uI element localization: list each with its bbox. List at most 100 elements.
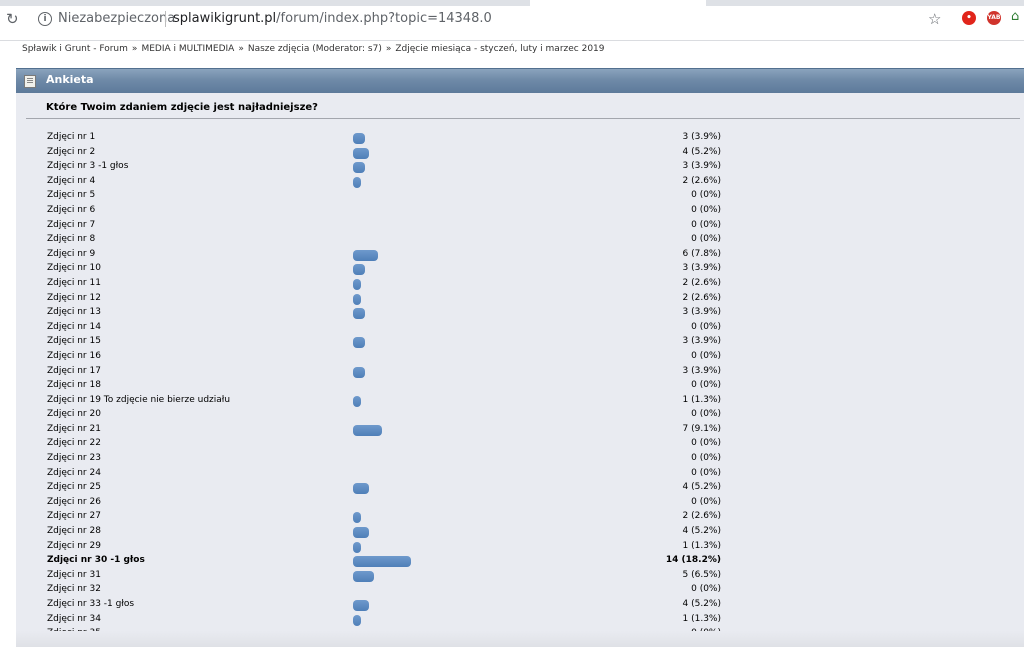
browser-toolbar: ↻ i Niezabezpieczona splawikigrunt.pl/fo… xyxy=(0,0,1024,41)
extension-house-icon[interactable]: ⌂ xyxy=(1011,9,1020,24)
poll-option-row: Zdjęci nr 23 0 (0%) xyxy=(16,452,1024,467)
poll-option-row: Zdjęci nr 18 0 (0%) xyxy=(16,379,1024,394)
poll-option-count: 1 (1.3%) xyxy=(682,613,721,624)
poll-option-count: 0 (0%) xyxy=(691,584,721,595)
poll-option-label: Zdjęci nr 6 xyxy=(47,204,96,215)
poll-result-bar xyxy=(353,264,365,276)
poll-option-label: Zdjęci nr 27 xyxy=(47,511,101,522)
poll-option-label: Zdjęci nr 1 xyxy=(47,132,96,142)
breadcrumb-forum[interactable]: Spławik i Grunt - Forum xyxy=(22,44,128,54)
poll-result-bar xyxy=(353,527,369,539)
poll-option-label: Zdjęci nr 18 xyxy=(47,380,101,391)
breadcrumb-topic[interactable]: Zdjęcie miesiąca - styczeń, luty i marze… xyxy=(395,44,605,54)
poll-result-bar xyxy=(353,162,365,174)
poll-header-title: Ankieta xyxy=(46,73,94,86)
poll-option-row: Zdjęci nr 13 3 (3.9%) xyxy=(16,306,1024,321)
poll-option-count: 4 (5.2%) xyxy=(682,526,721,537)
poll-option-label: Zdjęci nr 10 xyxy=(47,263,101,274)
poll-option-row: Zdjęci nr 12 2 (2.6%) xyxy=(16,292,1024,307)
poll-option-row: Zdjęci nr 29 1 (1.3%) xyxy=(16,540,1024,555)
panel-bottom-shade xyxy=(16,631,1024,647)
poll-option-row: Zdjęci nr 33 -1 głos 4 (5.2%) xyxy=(16,598,1024,613)
poll-option-row: Zdjęci nr 1 3 (3.9%) xyxy=(16,131,1024,146)
poll-option-row: Zdjęci nr 34 1 (1.3%) xyxy=(16,613,1024,628)
active-tab-edge[interactable] xyxy=(530,0,706,6)
poll-option-count: 2 (2.6%) xyxy=(682,292,721,303)
poll-option-label: Zdjęci nr 13 xyxy=(47,307,101,318)
poll-option-row: Zdjęci nr 28 4 (5.2%) xyxy=(16,525,1024,540)
poll-option-label: Zdjęci nr 29 xyxy=(47,540,101,551)
poll-result-bar xyxy=(353,366,365,378)
poll-result-bar xyxy=(353,293,361,305)
poll-option-row: Zdjęci nr 11 2 (2.6%) xyxy=(16,277,1024,292)
extension-shield-icon[interactable]: • xyxy=(962,11,976,25)
poll-option-label: Zdjęci nr 5 xyxy=(47,190,96,201)
question-divider xyxy=(26,118,1020,119)
poll-option-label: Zdjęci nr 26 xyxy=(47,496,101,507)
poll-option-count: 2 (2.6%) xyxy=(682,277,721,288)
poll-question: Które Twoim zdaniem zdjęcie jest najładn… xyxy=(46,102,318,113)
breadcrumb-board[interactable]: Nasze zdjęcia (Moderator: s7) xyxy=(247,44,382,54)
poll-option-label: Zdjęci nr 24 xyxy=(47,467,101,478)
poll-result-bar xyxy=(353,424,382,436)
poll-option-count: 4 (5.2%) xyxy=(682,482,721,493)
poll-option-count: 14 (18.2%) xyxy=(665,555,721,566)
poll-option-label: Zdjęci nr 11 xyxy=(47,277,101,288)
poll-option-count: 3 (3.9%) xyxy=(682,336,721,347)
poll-option-label: Zdjęci nr 33 -1 głos xyxy=(47,599,135,609)
url-host: splawikigrunt.pl xyxy=(173,11,277,26)
poll-option-count: 3 (3.9%) xyxy=(682,263,721,274)
poll-option-label: Zdjęci nr 3 -1 głos xyxy=(47,161,129,172)
poll-option-row: Zdjęci nr 27 2 (2.6%) xyxy=(16,510,1024,525)
poll-option-row: Zdjęci nr 8 0 (0%) xyxy=(16,233,1024,248)
url-path: /forum/index.php?topic=14348.0 xyxy=(276,11,492,26)
extension-yab-icon[interactable]: YAB xyxy=(987,11,1001,25)
poll-option-count: 1 (1.3%) xyxy=(682,540,721,551)
poll-option-row: Zdjęci nr 32 0 (0%) xyxy=(16,583,1024,598)
poll-option-row: Zdjęci nr 6 0 (0%) xyxy=(16,204,1024,219)
poll-option-count: 0 (0%) xyxy=(691,467,721,478)
poll-option-count: 0 (0%) xyxy=(691,380,721,391)
tab-strip xyxy=(0,0,1024,6)
poll-option-row: Zdjęci nr 22 0 (0%) xyxy=(16,437,1024,452)
poll-option-count: 0 (0%) xyxy=(691,234,721,245)
poll-option-label: Zdjęci nr 17 xyxy=(47,365,101,376)
poll-option-row: Zdjęci nr 4 2 (2.6%) xyxy=(16,175,1024,190)
poll-option-row: Zdjęci nr 2 4 (5.2%) xyxy=(16,146,1024,161)
bookmark-star-icon[interactable]: ☆ xyxy=(928,10,942,28)
poll-result-bar xyxy=(353,570,374,582)
poll-option-label: Zdjęci nr 14 xyxy=(47,321,101,332)
poll-option-row: Zdjęci nr 15 3 (3.9%) xyxy=(16,335,1024,350)
poll-option-label: Zdjęci nr 25 xyxy=(47,482,101,493)
breadcrumb-separator: » xyxy=(238,44,244,54)
security-label[interactable]: Niezabezpieczona xyxy=(58,11,176,26)
poll-result-bar xyxy=(353,278,361,290)
poll-option-row: Zdjęci nr 30 -1 głos 14 (18.2%) xyxy=(16,554,1024,569)
info-icon[interactable]: i xyxy=(38,12,52,26)
poll-option-row: Zdjęci nr 10 3 (3.9%) xyxy=(16,262,1024,277)
poll-option-count: 0 (0%) xyxy=(691,321,721,332)
poll-result-bar xyxy=(353,483,369,495)
poll-option-row: Zdjęci nr 3 -1 głos 3 (3.9%) xyxy=(16,160,1024,175)
poll-option-count: 6 (7.8%) xyxy=(682,248,721,259)
poll-result-bar xyxy=(353,176,361,188)
url-text[interactable]: splawikigrunt.pl/forum/index.php?topic=1… xyxy=(173,11,492,26)
poll-option-row: Zdjęci nr 26 0 (0%) xyxy=(16,496,1024,511)
reload-icon[interactable]: ↻ xyxy=(6,10,19,28)
poll-option-row: Zdjęci nr 24 0 (0%) xyxy=(16,467,1024,482)
poll-option-row: Zdjęci nr 19 To zdjęcie nie bierze udzia… xyxy=(16,394,1024,409)
poll-result-bar xyxy=(353,395,361,407)
breadcrumb-separator: » xyxy=(131,44,138,54)
poll-option-count: 4 (5.2%) xyxy=(682,599,721,609)
breadcrumb-media[interactable]: MEDIA i MULTIMEDIA xyxy=(141,44,235,54)
poll-option-count: 2 (2.6%) xyxy=(682,175,721,186)
poll-option-label: Zdjęci nr 34 xyxy=(47,613,101,624)
poll-option-count: 5 (6.5%) xyxy=(682,569,721,580)
poll-result-bar xyxy=(353,133,365,144)
poll-option-row: Zdjęci nr 14 0 (0%) xyxy=(16,321,1024,336)
address-bar[interactable]: i Niezabezpieczona splawikigrunt.pl/foru… xyxy=(28,8,948,32)
poll-result-bar xyxy=(353,556,411,568)
poll-option-label: Zdjęci nr 2 xyxy=(47,146,96,157)
poll-option-count: 3 (3.9%) xyxy=(682,132,721,142)
